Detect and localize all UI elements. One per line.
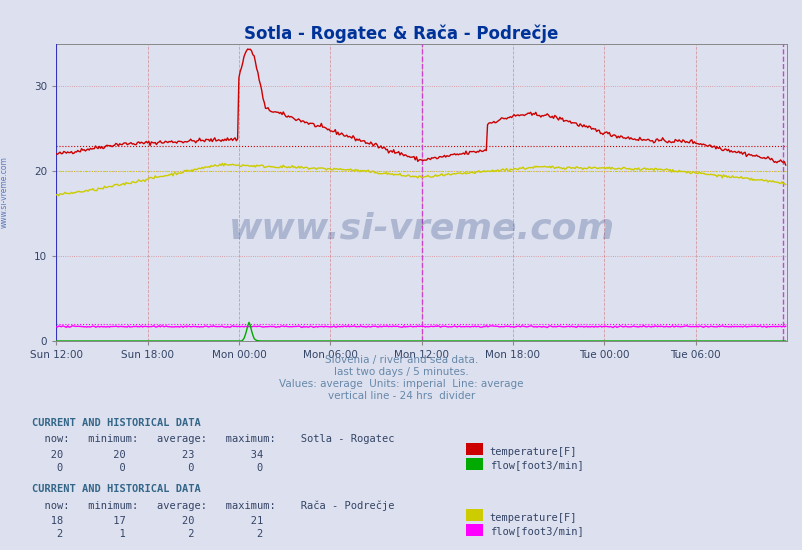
Text: Values: average  Units: imperial  Line: average: Values: average Units: imperial Line: av… — [279, 379, 523, 389]
Text: vertical line - 24 hrs  divider: vertical line - 24 hrs divider — [327, 391, 475, 401]
Text: temperature[F]: temperature[F] — [489, 447, 577, 456]
Text: Slovenia / river and sea data.: Slovenia / river and sea data. — [325, 355, 477, 365]
Text: flow[foot3/min]: flow[foot3/min] — [489, 526, 583, 536]
Text: 2         1          2          2: 2 1 2 2 — [32, 529, 263, 539]
Text: www.si-vreme.com: www.si-vreme.com — [229, 211, 614, 245]
Text: www.si-vreme.com: www.si-vreme.com — [0, 157, 9, 228]
Text: 0         0          0          0: 0 0 0 0 — [32, 463, 263, 473]
Text: flow[foot3/min]: flow[foot3/min] — [489, 460, 583, 470]
Text: CURRENT AND HISTORICAL DATA: CURRENT AND HISTORICAL DATA — [32, 484, 200, 494]
Text: Sotla - Rogatec & Rača - Podrečje: Sotla - Rogatec & Rača - Podrečje — [244, 25, 558, 43]
Text: now:   minimum:   average:   maximum:    Rača - Podrečje: now: minimum: average: maximum: Rača - P… — [32, 500, 394, 511]
Text: temperature[F]: temperature[F] — [489, 513, 577, 522]
Text: now:   minimum:   average:   maximum:    Sotla - Rogatec: now: minimum: average: maximum: Sotla - … — [32, 434, 394, 444]
Text: last two days / 5 minutes.: last two days / 5 minutes. — [334, 367, 468, 377]
Text: CURRENT AND HISTORICAL DATA: CURRENT AND HISTORICAL DATA — [32, 418, 200, 428]
Text: 18        17         20         21: 18 17 20 21 — [32, 516, 263, 526]
Text: 20        20         23         34: 20 20 23 34 — [32, 450, 263, 460]
